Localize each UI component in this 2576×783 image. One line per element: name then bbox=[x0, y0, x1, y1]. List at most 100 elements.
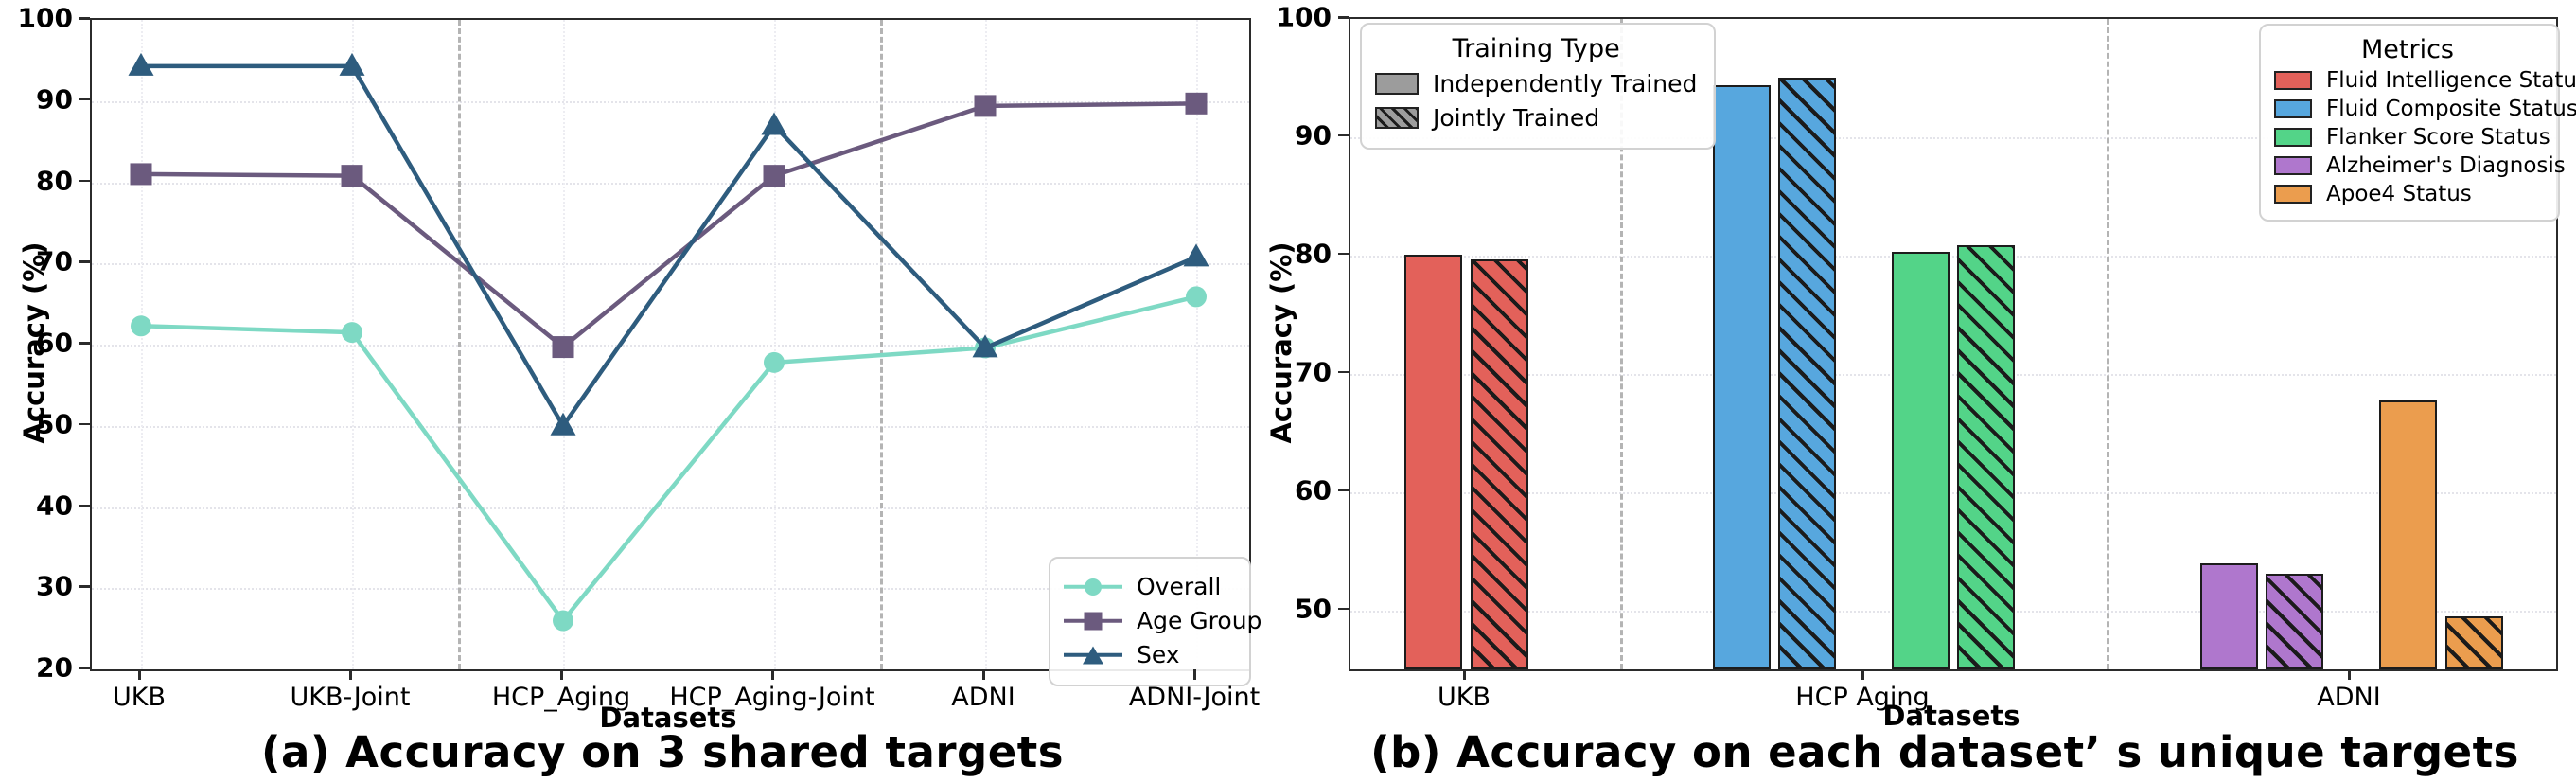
solid-swatch-icon bbox=[1375, 73, 1419, 95]
circle-marker bbox=[764, 351, 785, 373]
x-tick-mark bbox=[560, 669, 563, 680]
square-marker bbox=[341, 165, 363, 187]
bar-alzheimer-s-diagnosis-independent bbox=[2200, 563, 2258, 669]
legend-item-overall: Overall bbox=[1064, 573, 1232, 600]
triangle-marker bbox=[128, 52, 154, 76]
bar-alzheimer-s-diagnosis-joint bbox=[2266, 574, 2323, 669]
y-tick-label: 50 bbox=[36, 408, 73, 440]
y-tick-label: 50 bbox=[1295, 593, 1332, 625]
bar-fluid-intelligence-status-independent bbox=[1404, 255, 1462, 669]
y-gridline bbox=[1350, 373, 2556, 376]
circle-marker bbox=[1186, 286, 1207, 308]
bar-apoe4-status-independent bbox=[2379, 400, 2437, 669]
y-tick-mark bbox=[1338, 370, 1349, 374]
square-marker bbox=[1185, 92, 1208, 115]
line-series-layer bbox=[128, 52, 1209, 632]
series-line-sex bbox=[141, 63, 1197, 430]
y-tick-label: 30 bbox=[36, 570, 73, 602]
legend-item-alzheimer-s-diagnosis: Alzheimer's Diagnosis bbox=[2274, 153, 2566, 178]
legend-item-label: Fluid Composite Status bbox=[2326, 97, 2576, 121]
legend-item-label: Overall bbox=[1137, 573, 1222, 600]
legend-item-apoe4-status: Apoe4 Status bbox=[2274, 182, 2541, 206]
legend-item-label: Jointly Trained bbox=[1433, 104, 1600, 132]
group-separator-line bbox=[458, 20, 461, 669]
group-separator-line bbox=[1620, 19, 1623, 669]
x-tick-label: UKB bbox=[1438, 683, 1491, 712]
y-gridline bbox=[92, 345, 1249, 347]
x-tick-mark bbox=[771, 669, 774, 680]
left-x-axis-label: Datasets bbox=[599, 702, 737, 734]
color-swatch-icon bbox=[2274, 185, 2312, 204]
legend-marker bbox=[1083, 646, 1103, 664]
triangle-marker bbox=[761, 112, 787, 135]
y-gridline bbox=[92, 425, 1249, 428]
y-tick-mark bbox=[79, 585, 90, 588]
square-marker bbox=[974, 95, 997, 117]
x-tick-mark bbox=[1193, 669, 1196, 680]
right-y-axis-label: Accuracy (%) bbox=[1265, 241, 1297, 444]
metrics-legend: Metrics Fluid Intelligence Status Fluid C… bbox=[2259, 24, 2576, 222]
y-gridline bbox=[92, 100, 1249, 103]
circle-marker bbox=[553, 610, 573, 632]
x-tick-label: ADNI-Joint bbox=[1128, 683, 1261, 712]
metrics-legend-title: Metrics bbox=[2360, 35, 2454, 64]
bar-fluid-composite-status-joint bbox=[1778, 78, 1836, 669]
y-tick-mark bbox=[1338, 252, 1349, 256]
y-tick-mark bbox=[79, 179, 90, 182]
legend-marker bbox=[1084, 612, 1103, 630]
series-line-overall bbox=[140, 294, 1197, 625]
y-gridline bbox=[92, 588, 1249, 591]
legend-item-label: Independently Trained bbox=[1433, 70, 1698, 98]
square-marker bbox=[763, 165, 785, 187]
group-separator-line bbox=[880, 20, 883, 669]
y-gridline bbox=[1350, 136, 2556, 139]
legend-item-fluid-composite-status: Fluid Composite Status bbox=[2274, 97, 2576, 121]
triangle-marker bbox=[339, 52, 365, 76]
legend-item-independently-trained: Independently Trained bbox=[1375, 70, 1697, 98]
legend-item-label: Alzheimer's Diagnosis bbox=[2326, 153, 2566, 178]
bar-apoe4-status-joint bbox=[2445, 616, 2503, 669]
triangle-legend-key-icon bbox=[1064, 644, 1122, 667]
series-line-age-group bbox=[140, 101, 1197, 350]
legend-item-label: Sex bbox=[1137, 641, 1180, 668]
y-tick-mark bbox=[79, 98, 90, 101]
square-marker bbox=[130, 163, 152, 186]
x-tick-mark bbox=[982, 669, 985, 680]
y-gridline bbox=[1350, 610, 2556, 613]
y-tick-label: 20 bbox=[36, 651, 73, 684]
bar-fluid-intelligence-status-joint bbox=[1471, 259, 1528, 669]
y-tick-label: 100 bbox=[1276, 1, 1332, 33]
x-tick-label: UKB bbox=[113, 683, 166, 712]
y-tick-mark bbox=[79, 260, 90, 263]
y-tick-mark bbox=[1338, 607, 1349, 611]
legend-item-fluid-intelligence-status: Fluid Intelligence Status bbox=[2274, 68, 2576, 93]
y-gridline bbox=[92, 507, 1249, 509]
right-chart-caption: (b) Accuracy on each dataset’ s unique t… bbox=[1370, 727, 2519, 777]
y-tick-label: 90 bbox=[36, 83, 73, 116]
color-swatch-icon bbox=[2274, 71, 2312, 90]
x-tick-label: UKB-Joint bbox=[290, 683, 411, 712]
y-gridline bbox=[1350, 255, 2556, 258]
circle-legend-key-icon bbox=[1064, 576, 1122, 598]
square-marker bbox=[552, 336, 574, 359]
circle-marker bbox=[342, 322, 362, 344]
y-gridline bbox=[1350, 491, 2556, 494]
legend-item-label: Apoe4 Status bbox=[2326, 182, 2472, 206]
y-tick-label: 100 bbox=[17, 2, 73, 34]
bar-flanker-score-status-independent bbox=[1892, 252, 1950, 669]
y-tick-label: 80 bbox=[36, 165, 73, 196]
y-tick-mark bbox=[1338, 489, 1349, 492]
legend-item-label: Age Group bbox=[1137, 607, 1262, 634]
line-chart-legend: Overall Age Group Sex bbox=[1049, 557, 1262, 686]
x-tick-mark bbox=[1463, 669, 1466, 680]
bar-fluid-composite-status-independent bbox=[1713, 85, 1771, 669]
legend-item-label: Flanker Score Status bbox=[2326, 125, 2550, 150]
triangle-marker bbox=[972, 334, 998, 358]
y-tick-label: 60 bbox=[36, 327, 73, 359]
y-tick-mark bbox=[1338, 133, 1349, 137]
group-separator-line bbox=[2107, 19, 2109, 669]
y-tick-label: 70 bbox=[1295, 356, 1332, 388]
legend-item-age-group: Age Group bbox=[1064, 607, 1262, 634]
legend-item-jointly-trained: Jointly Trained bbox=[1375, 104, 1697, 132]
